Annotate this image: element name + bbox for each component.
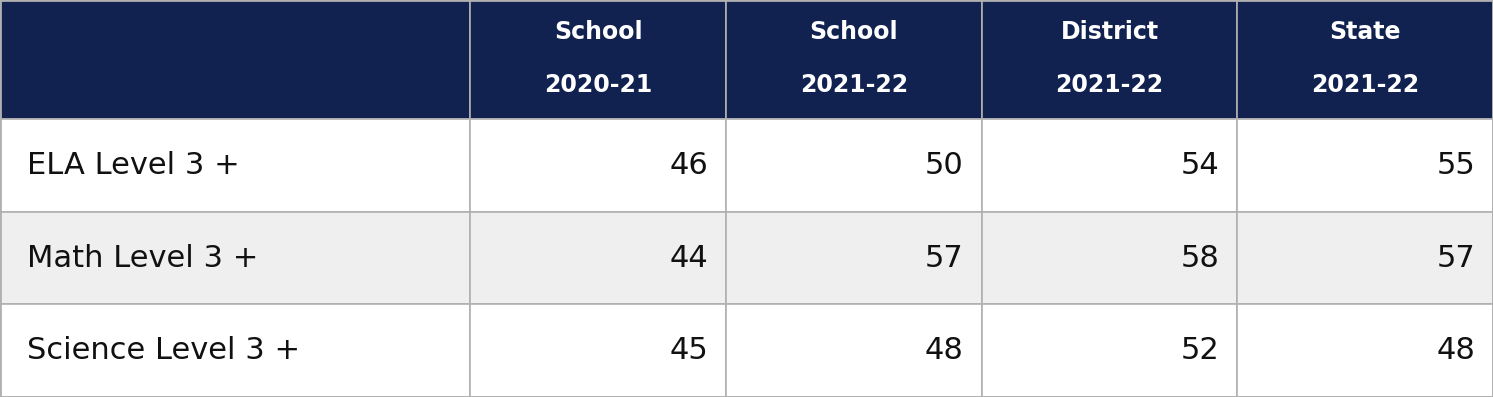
- Text: 45: 45: [669, 336, 708, 365]
- Bar: [726, 212, 982, 304]
- Text: School: School: [554, 20, 642, 44]
- Text: 52: 52: [1181, 336, 1220, 365]
- Bar: [470, 0, 726, 119]
- Bar: [1238, 0, 1493, 119]
- Text: 57: 57: [926, 243, 964, 273]
- Text: 2021-22: 2021-22: [1311, 73, 1420, 97]
- Text: 2021-22: 2021-22: [800, 73, 908, 97]
- Text: 48: 48: [1436, 336, 1475, 365]
- Text: Math Level 3 +: Math Level 3 +: [27, 243, 258, 273]
- Text: State: State: [1329, 20, 1400, 44]
- Bar: [0, 0, 470, 119]
- Text: ELA Level 3 +: ELA Level 3 +: [27, 151, 239, 180]
- Bar: [1238, 304, 1493, 397]
- Bar: [982, 304, 1238, 397]
- Bar: [726, 119, 982, 212]
- Bar: [470, 212, 726, 304]
- Bar: [982, 119, 1238, 212]
- Text: 50: 50: [926, 151, 964, 180]
- Bar: [726, 0, 982, 119]
- Bar: [1238, 119, 1493, 212]
- Bar: [982, 0, 1238, 119]
- Text: 2021-22: 2021-22: [1056, 73, 1163, 97]
- Text: 54: 54: [1181, 151, 1220, 180]
- Text: 57: 57: [1436, 243, 1475, 273]
- Bar: [470, 304, 726, 397]
- Text: School: School: [809, 20, 899, 44]
- Text: 44: 44: [669, 243, 708, 273]
- Bar: [726, 304, 982, 397]
- Text: 55: 55: [1436, 151, 1475, 180]
- Bar: [470, 119, 726, 212]
- Text: District: District: [1060, 20, 1159, 44]
- Bar: [0, 119, 470, 212]
- Text: 48: 48: [924, 336, 964, 365]
- Bar: [0, 212, 470, 304]
- Text: 46: 46: [669, 151, 708, 180]
- Bar: [1238, 212, 1493, 304]
- Text: 58: 58: [1181, 243, 1220, 273]
- Text: 2020-21: 2020-21: [543, 73, 652, 97]
- Text: Science Level 3 +: Science Level 3 +: [27, 336, 300, 365]
- Bar: [0, 304, 470, 397]
- Bar: [982, 212, 1238, 304]
